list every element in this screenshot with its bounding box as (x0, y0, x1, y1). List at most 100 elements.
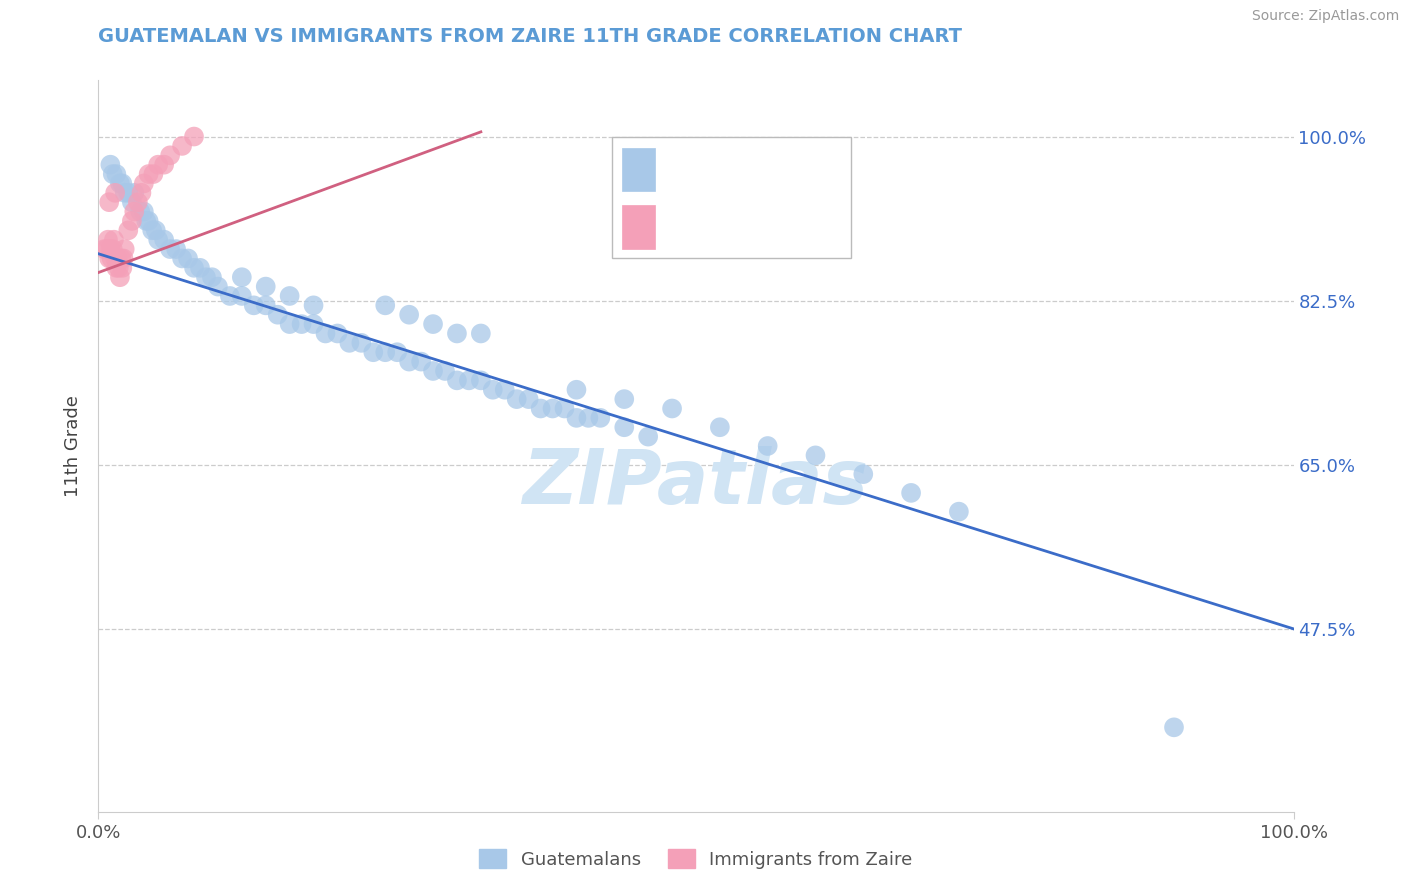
Point (183, 129, 205, 144)
Point (576, 410, 599, 425)
Point (517, 392, 540, 406)
Point (108, 270, 131, 285)
Point (100, 252, 122, 266)
Point (104, 252, 127, 266)
Point (374, 345, 396, 359)
FancyBboxPatch shape (621, 147, 655, 192)
Text: R = -0.531: R = -0.531 (665, 161, 754, 178)
Point (105, 260, 128, 275)
Point (172, 252, 194, 266)
Point (117, 223, 139, 237)
Point (104, 186, 127, 200)
Point (278, 317, 301, 331)
Text: ZIPatlas: ZIPatlas (523, 446, 869, 519)
Point (363, 345, 385, 359)
Point (637, 429, 659, 443)
Point (243, 298, 266, 312)
Point (111, 177, 134, 191)
Point (138, 214, 160, 228)
Point (470, 373, 492, 387)
Point (267, 308, 290, 322)
Point (127, 195, 149, 210)
Point (756, 439, 779, 453)
Point (339, 335, 360, 350)
Point (385, 345, 409, 359)
Point (613, 420, 636, 434)
Point (97, 233, 120, 247)
Point (529, 401, 551, 416)
FancyBboxPatch shape (621, 205, 655, 249)
Point (422, 317, 444, 331)
Point (142, 167, 165, 181)
Point (350, 335, 373, 350)
Point (124, 186, 146, 200)
Point (278, 289, 301, 303)
Point (852, 467, 875, 482)
Point (804, 449, 827, 463)
Point (458, 373, 481, 387)
Point (101, 167, 124, 181)
Point (422, 364, 444, 378)
Point (194, 270, 218, 285)
Point (114, 186, 136, 200)
Point (141, 223, 163, 237)
Point (201, 270, 224, 285)
Point (111, 260, 134, 275)
Point (589, 410, 612, 425)
Point (148, 158, 170, 172)
Point (110, 252, 132, 266)
Point (231, 289, 253, 303)
Text: N = 32: N = 32 (785, 218, 842, 235)
Point (1163, 720, 1185, 734)
Point (481, 383, 505, 397)
Point (315, 326, 337, 341)
Point (107, 252, 129, 266)
Point (506, 392, 529, 406)
Point (183, 260, 205, 275)
Point (132, 177, 155, 191)
Point (153, 158, 176, 172)
Point (565, 383, 588, 397)
Point (98, 195, 121, 210)
Point (219, 289, 242, 303)
Point (159, 148, 181, 162)
Point (541, 401, 564, 416)
Point (148, 233, 170, 247)
Point (98, 252, 121, 266)
Point (135, 214, 157, 228)
Text: GUATEMALAN VS IMMIGRANTS FROM ZAIRE 11TH GRADE CORRELATION CHART: GUATEMALAN VS IMMIGRANTS FROM ZAIRE 11TH… (98, 27, 963, 45)
Point (900, 486, 922, 500)
Point (291, 317, 314, 331)
Point (231, 270, 253, 285)
Point (470, 326, 492, 341)
Point (188, 260, 211, 275)
Point (153, 233, 176, 247)
Point (93, 242, 115, 256)
Point (374, 298, 396, 312)
Point (948, 505, 970, 519)
Point (98, 242, 122, 256)
Point (554, 401, 576, 416)
Point (411, 354, 433, 368)
Point (302, 298, 325, 312)
Legend: Guatemalans, Immigrants from Zaire: Guatemalans, Immigrants from Zaire (472, 842, 920, 876)
Point (105, 167, 128, 181)
Point (108, 177, 131, 191)
Point (121, 214, 143, 228)
Point (172, 139, 194, 153)
Point (101, 242, 124, 256)
Point (96, 242, 118, 256)
Point (207, 279, 229, 293)
Point (145, 223, 167, 237)
Point (326, 326, 349, 341)
Point (302, 317, 325, 331)
Point (177, 252, 200, 266)
Point (138, 167, 160, 181)
Point (103, 233, 125, 247)
Point (398, 308, 420, 322)
Point (661, 401, 683, 416)
Point (121, 195, 143, 210)
Point (254, 298, 277, 312)
Point (446, 373, 468, 387)
Point (131, 186, 153, 200)
